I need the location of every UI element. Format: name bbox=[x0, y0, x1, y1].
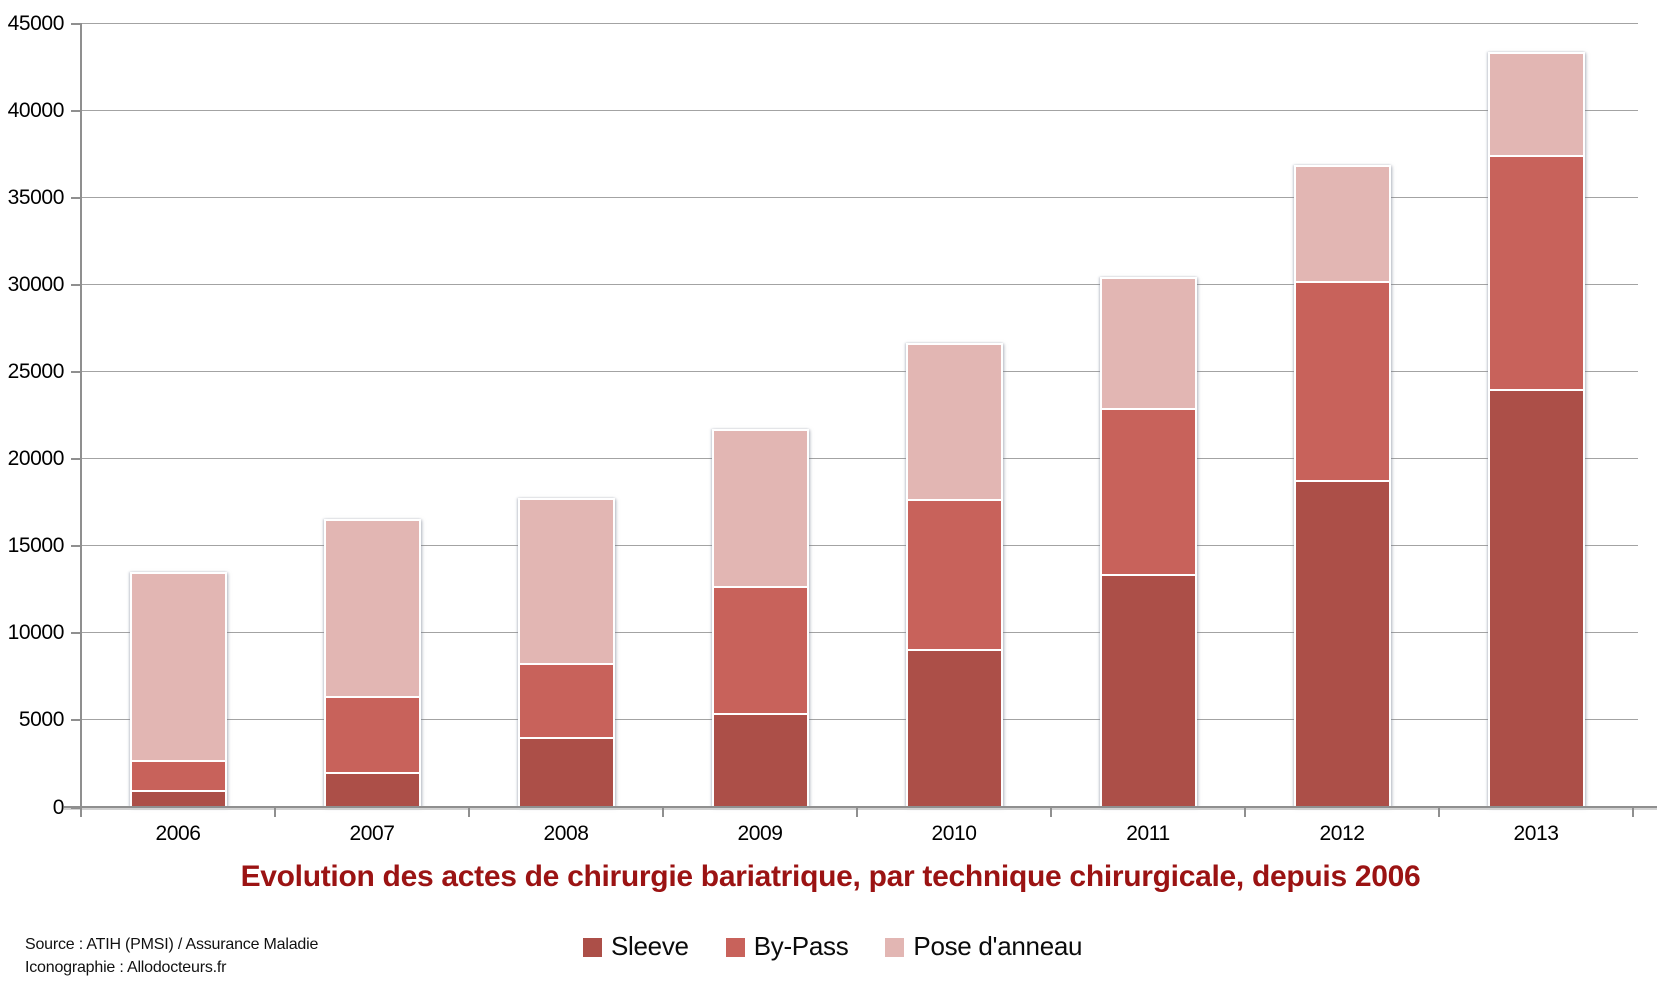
bar-2008 bbox=[518, 498, 615, 807]
chart-legend: Sleeve By-Pass Pose d'anneau bbox=[583, 931, 1082, 962]
bar-segment-by-pass bbox=[324, 696, 421, 772]
x-axis-tick bbox=[274, 808, 276, 817]
y-axis-tick bbox=[71, 807, 81, 809]
x-axis-label-2008: 2008 bbox=[543, 822, 589, 845]
y-axis-label: 30000 bbox=[7, 273, 65, 296]
x-axis-label-2006: 2006 bbox=[155, 822, 201, 845]
legend-swatch bbox=[583, 938, 602, 957]
gridline bbox=[81, 110, 1638, 111]
x-axis-label-2013: 2013 bbox=[1513, 822, 1559, 845]
legend-label: Pose d'anneau bbox=[913, 931, 1083, 961]
x-axis-label-2009: 2009 bbox=[737, 822, 783, 845]
bar-segment-by-pass bbox=[518, 663, 615, 737]
x-axis-label-2012: 2012 bbox=[1319, 822, 1365, 845]
bar-segment-by-pass bbox=[712, 586, 809, 713]
gridline bbox=[81, 23, 1638, 24]
x-axis-label-2011: 2011 bbox=[1126, 822, 1170, 845]
bar-segment-pose-d-anneau bbox=[712, 429, 809, 586]
gridline bbox=[81, 719, 1638, 720]
bar-segment-pose-d-anneau bbox=[1100, 277, 1197, 408]
legend-label: Sleeve bbox=[611, 931, 689, 961]
y-axis-tick bbox=[71, 110, 81, 112]
y-axis-tick bbox=[71, 719, 81, 721]
x-axis-tick bbox=[1438, 808, 1440, 817]
legend-item-pose-d-anneau: Pose d'anneau bbox=[885, 931, 1082, 962]
x-axis-tick bbox=[468, 808, 470, 817]
bar-segment-sleeve bbox=[906, 649, 1003, 807]
x-axis-label-2010: 2010 bbox=[931, 822, 977, 845]
y-axis-label: 0 bbox=[52, 796, 65, 819]
y-axis-tick bbox=[71, 371, 81, 373]
y-axis-label: 25000 bbox=[7, 360, 65, 383]
y-axis-tick bbox=[71, 545, 81, 547]
bar-2013 bbox=[1488, 52, 1585, 807]
source-line-2: Iconographie : Allodocteurs.fr bbox=[25, 959, 227, 976]
legend-swatch bbox=[725, 938, 745, 957]
bar-segment-pose-d-anneau bbox=[324, 519, 421, 696]
legend-item-sleeve: Sleeve bbox=[583, 931, 689, 962]
x-axis-line bbox=[64, 806, 1657, 808]
y-axis-tick bbox=[71, 458, 81, 460]
bar-segment-sleeve bbox=[130, 790, 227, 807]
bar-2010 bbox=[906, 343, 1003, 807]
x-axis-tick bbox=[1050, 808, 1052, 817]
y-axis-label: 10000 bbox=[7, 621, 65, 644]
legend-item-by-pass: By-Pass bbox=[725, 931, 849, 962]
bar-2011 bbox=[1100, 277, 1197, 807]
x-axis-tick bbox=[80, 808, 82, 817]
y-axis-label: 20000 bbox=[7, 447, 65, 470]
y-axis-tick bbox=[71, 197, 81, 199]
bar-segment-by-pass bbox=[906, 499, 1003, 649]
x-axis-tick bbox=[1632, 808, 1634, 817]
y-axis-tick bbox=[71, 632, 81, 634]
chart-title: Evolution des actes de chirurgie bariatr… bbox=[240, 860, 1421, 893]
y-axis-label: 15000 bbox=[7, 534, 65, 557]
y-axis-label: 45000 bbox=[7, 12, 65, 35]
bar-segment-pose-d-anneau bbox=[130, 572, 227, 760]
bar-segment-pose-d-anneau bbox=[906, 343, 1003, 499]
y-axis-line bbox=[80, 23, 82, 810]
bar-segment-by-pass bbox=[130, 760, 227, 790]
bar-segment-sleeve bbox=[1488, 389, 1585, 807]
gridline bbox=[81, 371, 1638, 372]
gridline bbox=[81, 545, 1638, 546]
bar-2009 bbox=[712, 429, 809, 807]
bar-segment-sleeve bbox=[1294, 480, 1391, 807]
bar-segment-by-pass bbox=[1488, 155, 1585, 389]
x-axis-tick bbox=[662, 808, 664, 817]
gridline bbox=[81, 458, 1638, 459]
y-axis-label: 35000 bbox=[7, 186, 65, 209]
y-axis-label: 5000 bbox=[18, 708, 65, 731]
bar-segment-by-pass bbox=[1294, 281, 1391, 480]
y-axis-tick bbox=[71, 284, 81, 286]
x-axis-tick bbox=[1244, 808, 1246, 817]
x-axis-shadow-line bbox=[64, 808, 1657, 810]
bar-2006 bbox=[130, 572, 227, 807]
source-text: Source : ATIH (PMSI) / Assurance Maladie… bbox=[25, 933, 318, 979]
source-line-1: Source : ATIH (PMSI) / Assurance Maladie bbox=[25, 936, 319, 953]
y-axis-tick bbox=[71, 23, 81, 25]
bar-segment-sleeve bbox=[712, 713, 809, 807]
x-axis-tick bbox=[856, 808, 858, 817]
legend-label: By-Pass bbox=[753, 931, 849, 961]
bar-segment-by-pass bbox=[1100, 408, 1197, 574]
bar-segment-sleeve bbox=[1100, 574, 1197, 807]
bar-segment-pose-d-anneau bbox=[1488, 52, 1585, 155]
bar-segment-pose-d-anneau bbox=[1294, 165, 1391, 281]
bar-segment-sleeve bbox=[518, 737, 615, 807]
legend-swatch bbox=[885, 938, 905, 957]
gridline bbox=[81, 197, 1638, 198]
gridline bbox=[81, 284, 1638, 285]
bar-segment-pose-d-anneau bbox=[518, 498, 615, 663]
bar-2012 bbox=[1294, 165, 1391, 807]
bar-2007 bbox=[324, 519, 421, 807]
x-axis-label-2007: 2007 bbox=[349, 822, 395, 845]
gridline bbox=[81, 632, 1638, 633]
y-axis-label: 40000 bbox=[7, 99, 65, 122]
bar-segment-sleeve bbox=[324, 772, 421, 807]
